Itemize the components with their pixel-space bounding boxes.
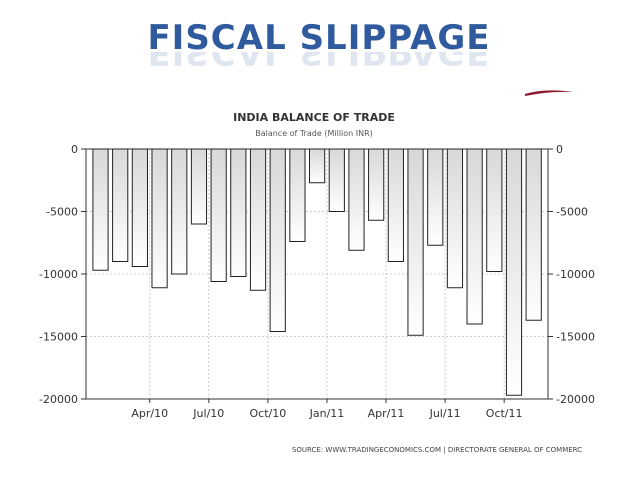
- x-tick-label: Apr/10: [131, 407, 168, 420]
- bar-14: [368, 148, 385, 221]
- x-tick-label: Apr/11: [368, 407, 405, 420]
- bar-8: [249, 148, 267, 291]
- decorative-swoosh: [525, 90, 573, 96]
- chart-source: SOURCE: WWW.TRADINGECONOMICS.COM | DIREC…: [292, 446, 582, 454]
- bar-12: [328, 148, 345, 212]
- x-tick-label: Oct/10: [250, 407, 287, 420]
- chart-title: INDIA BALANCE OF TRADE: [233, 111, 395, 124]
- x-tick-label: Jul/11: [429, 407, 461, 420]
- bar-6: [210, 148, 227, 282]
- bar-11: [309, 148, 326, 184]
- x-axis: Apr/10 Jul/10 Oct/10 Jan/11 Apr/11 Jul/11 Oct/…: [131, 399, 523, 420]
- y-tick-label-right: -10000: [556, 268, 595, 281]
- x-tick-label: Oct/11: [486, 407, 523, 420]
- bar-9: [269, 148, 286, 332]
- y-tick-label-right: -20000: [556, 393, 595, 406]
- bar-19: [466, 148, 483, 325]
- y-tick-label-left: -20000: [39, 393, 78, 406]
- chart-subtitle: Balance of Trade (Million INR): [255, 129, 373, 138]
- bar-7: [230, 148, 247, 277]
- y-axis-left: 0 -5000 -10000 -15000 -20000: [39, 143, 86, 406]
- bar-2: [131, 148, 148, 267]
- bar-21: [505, 148, 523, 396]
- bar-3: [151, 148, 168, 289]
- bar-10: [289, 148, 306, 242]
- y-axis-right: 0 -5000 -10000 -15000 -20000: [548, 143, 595, 406]
- bar-17: [427, 148, 444, 246]
- x-tick-label: Jul/10: [192, 407, 224, 420]
- bar-15: [387, 148, 404, 262]
- chart-bars: [92, 148, 542, 396]
- slide-title: FISCAL SLIPPAGE: [147, 18, 491, 58]
- y-tick-label-right: 0: [556, 143, 563, 156]
- y-tick-label-left: 0: [71, 143, 78, 156]
- bar-18: [446, 148, 464, 289]
- y-tick-label-right: -15000: [556, 331, 595, 344]
- bar-0: [92, 148, 109, 271]
- y-tick-label-right: -5000: [556, 206, 588, 219]
- y-tick-label-left: -5000: [46, 206, 78, 219]
- y-tick-label-left: -15000: [39, 331, 78, 344]
- bar-1: [112, 148, 129, 262]
- bar-4: [171, 148, 188, 275]
- bar-5: [190, 148, 208, 225]
- bar-16: [407, 148, 424, 336]
- bar-20: [486, 148, 503, 272]
- x-tick-label: Jan/11: [309, 407, 345, 420]
- bar-13: [348, 148, 365, 251]
- bar-22: [525, 148, 542, 321]
- y-tick-label-left: -10000: [39, 268, 78, 281]
